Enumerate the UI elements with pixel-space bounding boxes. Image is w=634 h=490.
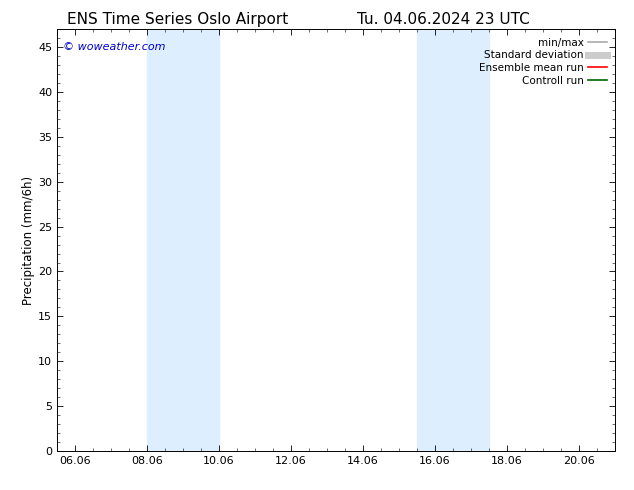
Legend: min/max, Standard deviation, Ensemble mean run, Controll run: min/max, Standard deviation, Ensemble me… — [476, 35, 610, 89]
Text: Tu. 04.06.2024 23 UTC: Tu. 04.06.2024 23 UTC — [358, 12, 530, 27]
Bar — [417, 29, 489, 451]
Text: © woweather.com: © woweather.com — [63, 42, 165, 52]
Text: ENS Time Series Oslo Airport: ENS Time Series Oslo Airport — [67, 12, 288, 27]
Bar — [147, 29, 219, 451]
Y-axis label: Precipitation (mm/6h): Precipitation (mm/6h) — [22, 175, 36, 305]
